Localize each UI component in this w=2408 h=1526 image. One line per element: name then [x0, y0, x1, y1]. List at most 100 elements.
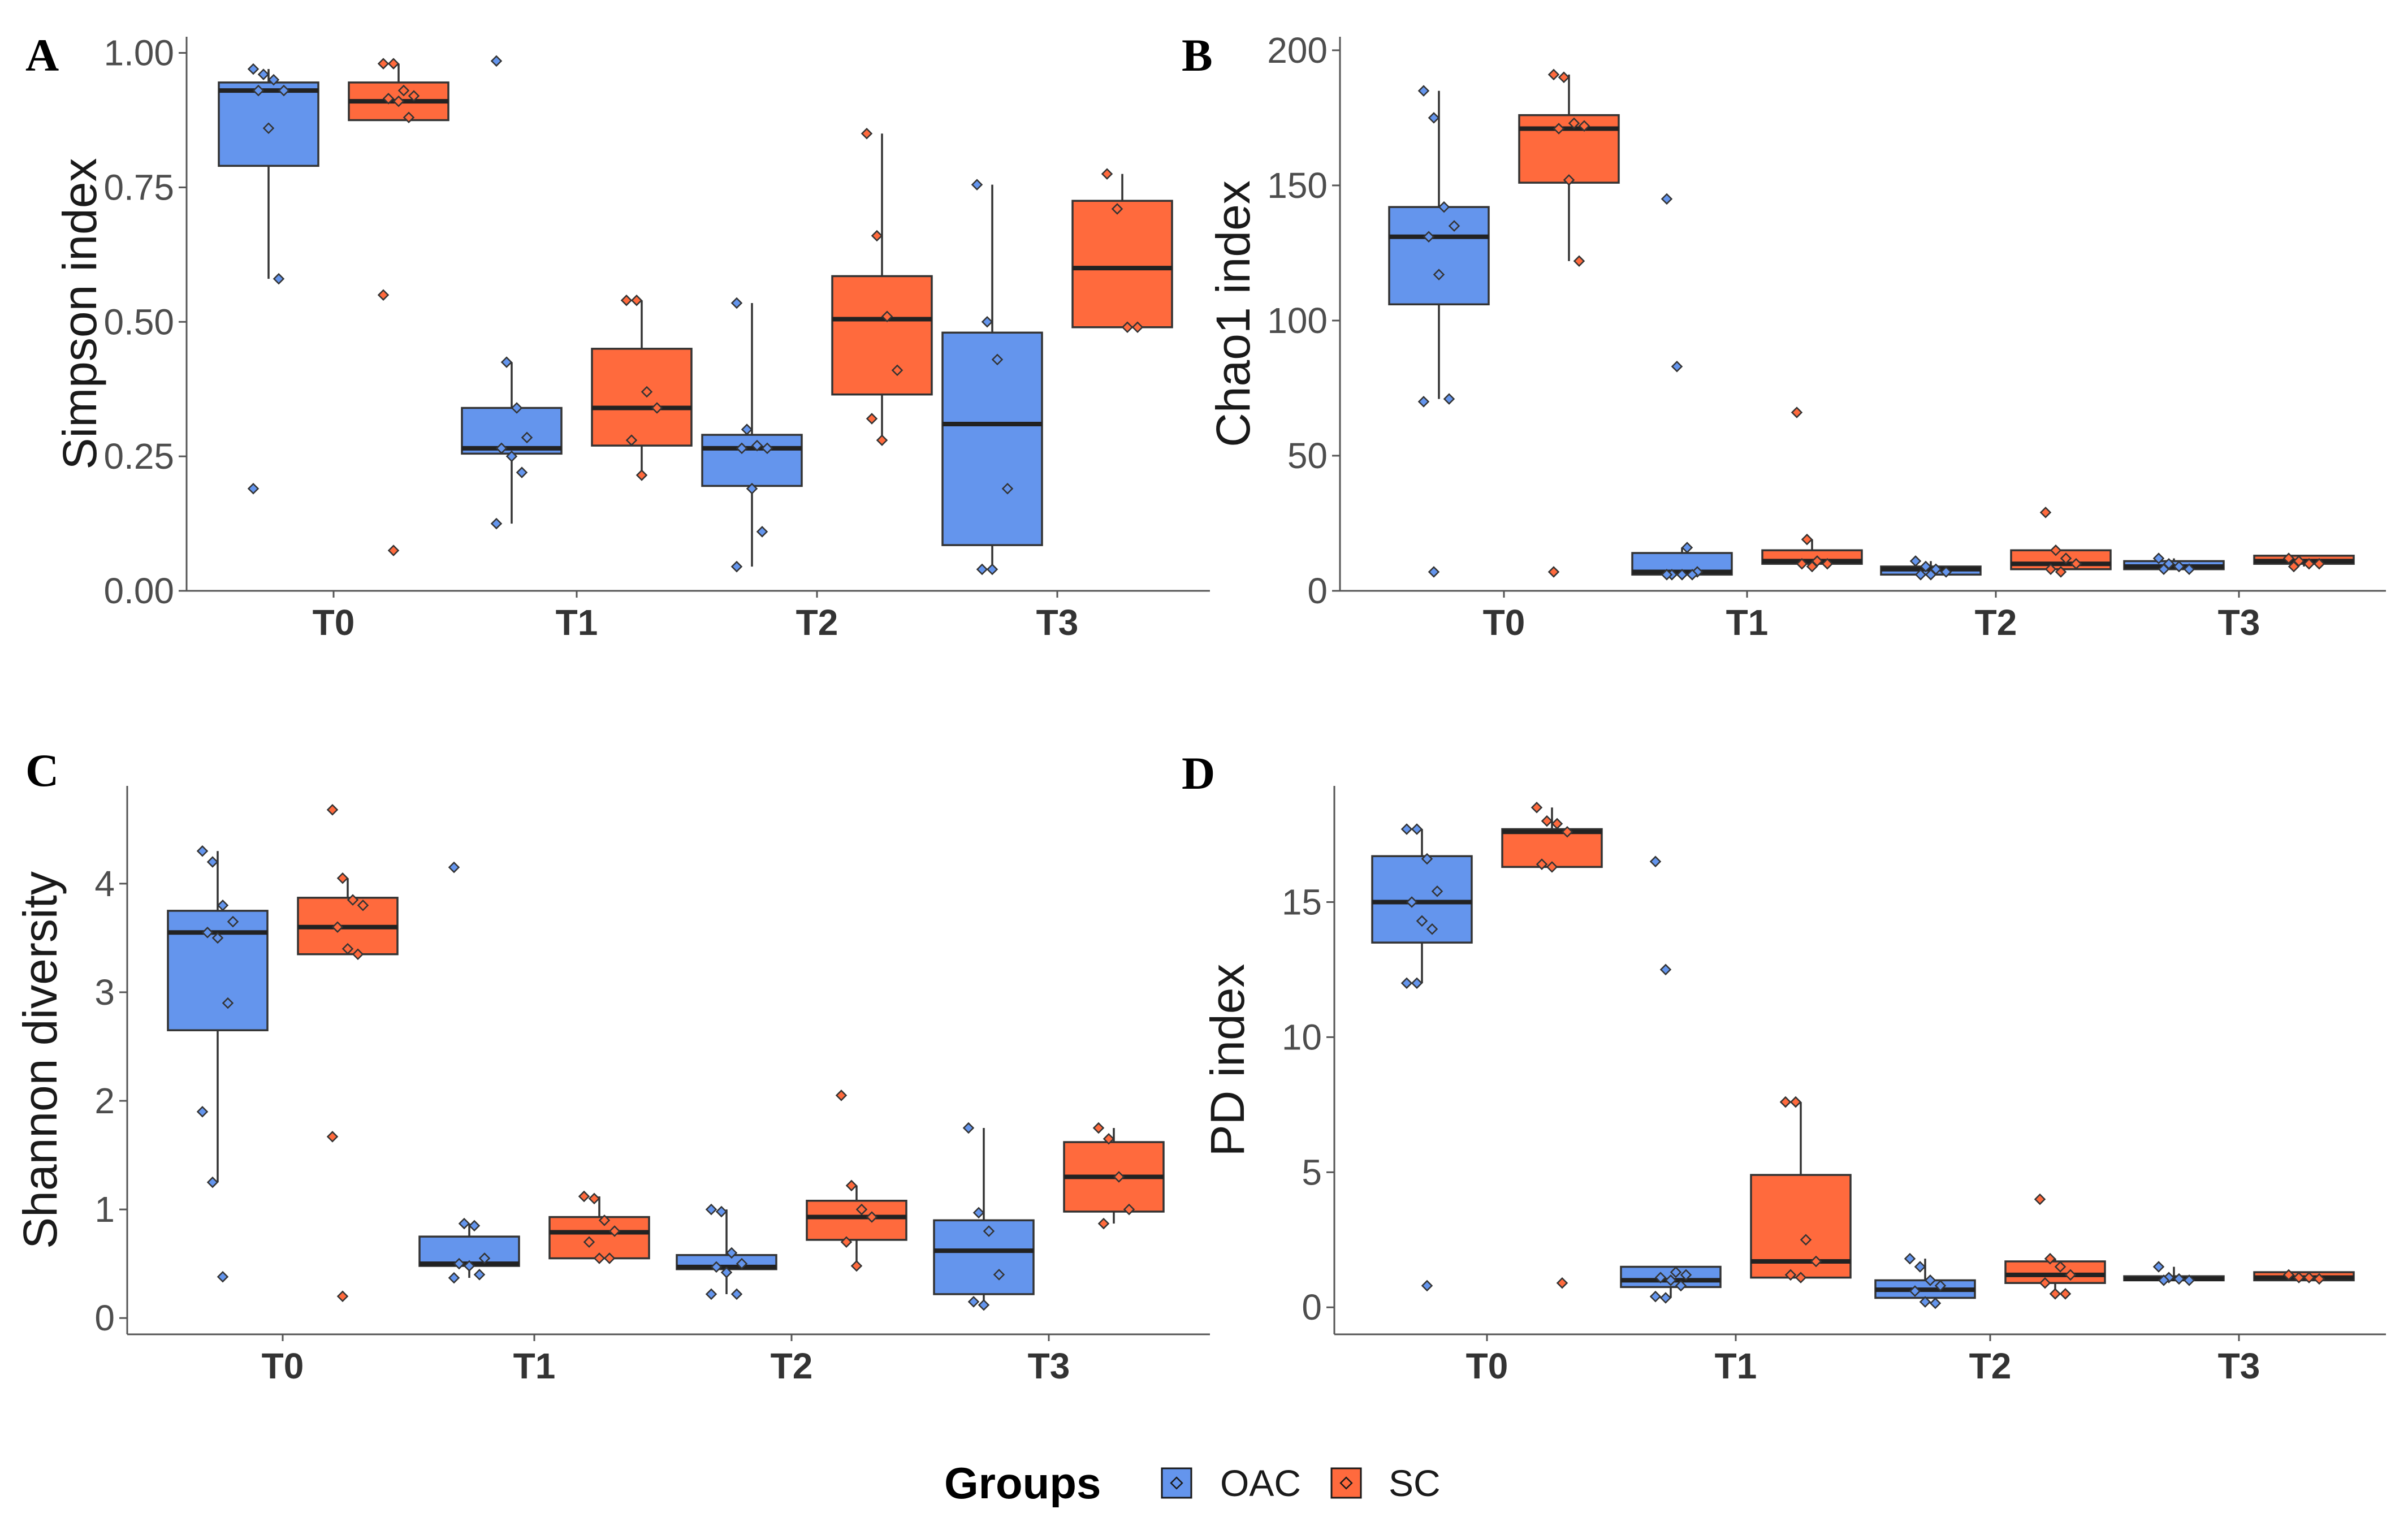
data-point: [352, 948, 364, 960]
data-point: [705, 1203, 717, 1216]
data-point: [1400, 823, 1413, 835]
data-point: [1103, 1133, 1115, 1145]
data-point: [2152, 552, 2165, 564]
data-point: [1121, 321, 1134, 334]
data-point: [736, 442, 748, 455]
data-point: [583, 1236, 595, 1248]
data-point: [2044, 563, 2057, 576]
data-point: [196, 1105, 209, 1118]
data-point: [2059, 1288, 2072, 1300]
panel-b: B 0 50 100 150 200 Chao1 index T0 T1 T2 T3: [1182, 29, 2386, 643]
data-point: [1796, 557, 1808, 570]
data-point: [730, 297, 743, 309]
data-point: [227, 915, 239, 928]
y-tick-label-b-1: 50: [1287, 435, 1328, 476]
data-point: [2282, 1269, 2295, 1281]
data-point: [382, 93, 395, 105]
data-point: [1810, 1255, 1822, 1268]
data-point: [1806, 560, 1818, 573]
data-point: [725, 1247, 738, 1259]
box-body: [167, 910, 269, 1031]
legend-key-sc-point: [1339, 1476, 1353, 1490]
box-d-t0-sc: [1501, 801, 1603, 1289]
data-point: [1904, 1252, 1916, 1265]
data-point: [2288, 560, 2300, 573]
data-point: [1925, 569, 1937, 581]
data-point: [1438, 201, 1450, 213]
box-d-t3-oac: [2123, 1261, 2225, 1286]
x-tick-label-d-t1: T1: [1715, 1346, 1757, 1386]
data-point: [2070, 557, 2082, 570]
data-point: [1821, 557, 1834, 570]
data-point: [736, 1257, 748, 1270]
data-point: [1443, 393, 1455, 405]
data-point: [1675, 1279, 1687, 1292]
data-point: [972, 1207, 985, 1219]
data-point: [761, 442, 773, 455]
data-point: [1417, 85, 1430, 97]
box-body: [548, 1216, 650, 1260]
data-point: [1556, 1277, 1568, 1289]
data-point: [756, 526, 768, 538]
data-point: [1433, 269, 1445, 280]
data-point: [1801, 533, 1813, 546]
data-point: [578, 1190, 590, 1203]
box-c-t3-oac: [933, 1122, 1035, 1311]
data-point: [1920, 560, 1932, 573]
legend-key-sc: [1330, 1467, 1362, 1499]
y-axis-title-d: PD index: [1201, 964, 1254, 1157]
data-point: [397, 84, 410, 97]
y-tick-label-a-0: 0.00: [103, 570, 174, 611]
data-point: [871, 230, 883, 242]
data-point: [2049, 1288, 2061, 1300]
data-point: [2282, 552, 2295, 564]
data-point: [1909, 1285, 1921, 1297]
data-point: [730, 560, 743, 573]
data-point: [730, 1288, 743, 1300]
data-point: [1659, 963, 1672, 976]
data-point: [516, 466, 528, 478]
data-point: [448, 1272, 460, 1284]
data-point: [1123, 1203, 1135, 1216]
data-point: [341, 943, 354, 955]
x-tick-label-c-t0: T0: [262, 1346, 304, 1386]
data-point: [1428, 112, 1440, 124]
data-point: [1686, 569, 1698, 581]
data-point: [1909, 555, 1922, 567]
data-point: [715, 1205, 728, 1218]
data-point: [448, 861, 460, 874]
box-body: [941, 331, 1043, 546]
data-point: [1671, 360, 1683, 373]
data-point: [1665, 1274, 1677, 1286]
data-point: [222, 997, 234, 1009]
data-point: [705, 1288, 717, 1300]
panel-letter-c: C: [25, 745, 59, 796]
data-point: [1789, 1096, 1802, 1108]
legend-title: Groups: [944, 1458, 1101, 1508]
data-point: [458, 1217, 470, 1230]
data-point: [1914, 569, 1927, 581]
data-point: [1423, 231, 1435, 243]
data-point: [1101, 168, 1113, 180]
data-point: [1659, 1292, 1672, 1304]
data-point: [1431, 885, 1443, 897]
data-point: [598, 1214, 611, 1226]
box-a-t3-oac: [941, 179, 1043, 576]
data-point: [2313, 557, 2325, 570]
box-body: [1071, 200, 1173, 328]
y-axis-title-b: Chao1 index: [1207, 180, 1260, 447]
y-tick-label-d-1: 5: [1302, 1152, 1322, 1192]
data-point: [1416, 915, 1428, 927]
data-point: [2064, 1269, 2077, 1281]
data-point: [206, 856, 219, 868]
data-point: [2034, 1193, 2046, 1205]
data-point: [2054, 1261, 2067, 1273]
data-point: [1421, 853, 1433, 865]
data-point: [1531, 801, 1543, 814]
data-point: [473, 1269, 486, 1281]
data-point: [1654, 1272, 1667, 1283]
box-b-t2-sc: [2010, 507, 2112, 578]
box-d-t2-oac: [1874, 1252, 1976, 1309]
data-point: [983, 1225, 995, 1237]
y-axis-title-c: Shannon diversity: [14, 871, 67, 1249]
